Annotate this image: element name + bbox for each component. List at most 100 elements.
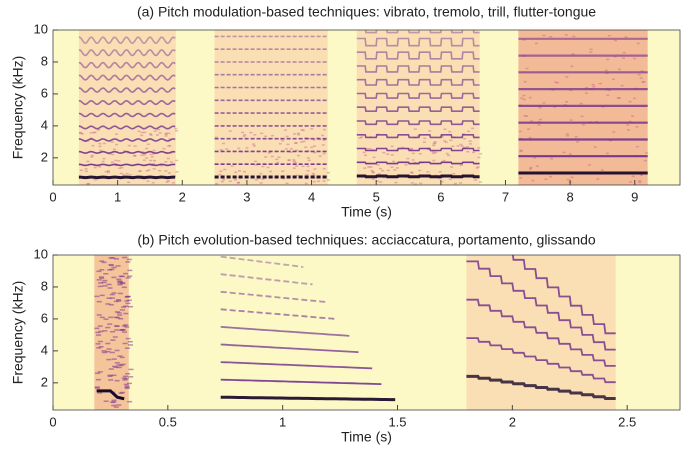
spectrogram-speck xyxy=(376,164,380,166)
spectrogram-trace xyxy=(220,361,373,370)
spectrogram-speck xyxy=(626,124,630,126)
spectrogram-speck xyxy=(523,80,527,83)
spectrogram-speck xyxy=(304,182,308,185)
spectrogram-speck xyxy=(122,342,128,345)
spectrogram-speck xyxy=(101,351,107,354)
spectrogram-speck xyxy=(95,331,101,334)
spectrogram-speck xyxy=(448,178,452,180)
spectrogram-speck xyxy=(369,166,373,168)
spectrogram-speck xyxy=(117,280,123,283)
spectrogram-speck xyxy=(585,86,589,89)
spectrogram-speck xyxy=(111,401,117,403)
spectrogram-speck xyxy=(142,159,146,161)
spectrogram-speck xyxy=(522,94,526,97)
spectrogram-speck xyxy=(86,183,90,185)
spectrogram-speck xyxy=(158,169,162,172)
spectrogram-speck xyxy=(99,316,105,319)
spectrogram-speck xyxy=(92,131,96,134)
spectrogram-speck xyxy=(525,67,529,70)
spectrogram-speck xyxy=(127,400,133,403)
spectrogram-speck xyxy=(108,263,114,266)
spectrogram-speck xyxy=(237,147,241,150)
spectrogram-speck xyxy=(109,293,115,296)
spectrogram-speck xyxy=(459,182,463,184)
x-tick-label: 0.5 xyxy=(159,414,177,429)
spectrogram-trace xyxy=(220,255,304,268)
spectrogram-speck xyxy=(638,180,642,182)
y-tick-label: 10 xyxy=(34,246,48,261)
spectrogram-speck xyxy=(622,51,626,54)
spectrogram-speck xyxy=(221,142,225,145)
spectrogram-speck xyxy=(414,183,418,185)
spectrogram-speck xyxy=(313,145,317,147)
spectrogram-speck xyxy=(110,161,114,164)
spectrogram-speck xyxy=(276,161,280,164)
spectrogram-speck xyxy=(219,149,223,151)
spectrogram-speck xyxy=(401,146,405,149)
spectrogram-speck xyxy=(643,159,647,162)
spectrogram-speck xyxy=(296,174,300,177)
spectrogram-speck xyxy=(449,139,453,142)
spectrogram-speck xyxy=(242,135,246,137)
spectrogram-speck xyxy=(236,182,240,184)
spectrogram-speck xyxy=(98,345,104,348)
y-tick-label: 6 xyxy=(41,310,48,325)
spectrogram-speck xyxy=(613,39,617,42)
spectrogram-speck xyxy=(225,148,229,150)
spectrogram-speck xyxy=(426,171,430,173)
spectrogram-speck xyxy=(275,158,279,161)
spectrogram-speck xyxy=(114,325,120,327)
spectrogram-speck xyxy=(116,312,122,314)
spectrogram-speck xyxy=(285,182,289,185)
spectrogram-noise xyxy=(78,30,176,185)
spectrogram-speck xyxy=(162,147,166,150)
spectrogram-speck xyxy=(390,166,394,168)
spectrogram-speck xyxy=(123,150,127,152)
spectrogram-trace xyxy=(78,36,176,45)
spectrogram-speck xyxy=(164,132,168,135)
x-tick-label: 2.5 xyxy=(618,414,636,429)
spectrogram-trace xyxy=(356,147,480,152)
spectrogram-speck xyxy=(111,404,117,407)
spectrogram-speck xyxy=(523,115,527,117)
spectrogram-speck xyxy=(96,314,102,316)
spectrogram-speck xyxy=(143,131,147,134)
y-axis-label: Frequency (kHz) xyxy=(10,281,26,384)
spectrogram-speck xyxy=(442,159,446,162)
spectrogram-speck xyxy=(167,145,171,147)
spectrogram-speck xyxy=(149,134,153,136)
spectrogram-speck xyxy=(310,128,314,130)
spectrogram-trace xyxy=(356,161,480,165)
spectrogram-speck xyxy=(111,292,117,294)
spectrogram-speck xyxy=(294,142,298,144)
spectrogram-speck xyxy=(478,181,482,183)
spectrogram-speck xyxy=(109,268,115,271)
spectrogram-speck xyxy=(520,97,524,100)
spectrogram-trace xyxy=(78,125,176,130)
spectrogram-speck xyxy=(371,178,375,180)
spectrogram-trace xyxy=(96,389,125,401)
y-tick-label: 4 xyxy=(41,342,48,357)
spectrogram-speck xyxy=(140,134,144,137)
spectrogram-speck xyxy=(461,133,465,135)
spectrogram-speck xyxy=(640,70,644,72)
spectrogram-speck xyxy=(125,261,131,263)
spectrogram-speck xyxy=(128,305,134,308)
spectrogram-speck xyxy=(124,387,130,389)
spectrogram-speck xyxy=(301,129,305,132)
spectrogram-speck xyxy=(261,165,265,168)
spectrogram-speck xyxy=(141,151,145,153)
spectrogram-speck xyxy=(228,130,232,132)
spectrogram-speck xyxy=(371,171,375,173)
spectrogram-speck xyxy=(98,142,102,145)
spectrogram-speck xyxy=(124,295,130,298)
spectrogram-speck xyxy=(114,329,120,331)
spectrogram-speck xyxy=(107,374,113,377)
spectrogram-speck xyxy=(96,347,102,349)
spectrogram-speck xyxy=(432,143,436,145)
spectrogram-speck xyxy=(119,309,125,311)
x-tick-label: 5 xyxy=(373,189,380,204)
spectrogram-speck xyxy=(164,170,168,172)
x-tick-label: 2 xyxy=(509,414,516,429)
spectrogram-speck xyxy=(90,154,94,157)
